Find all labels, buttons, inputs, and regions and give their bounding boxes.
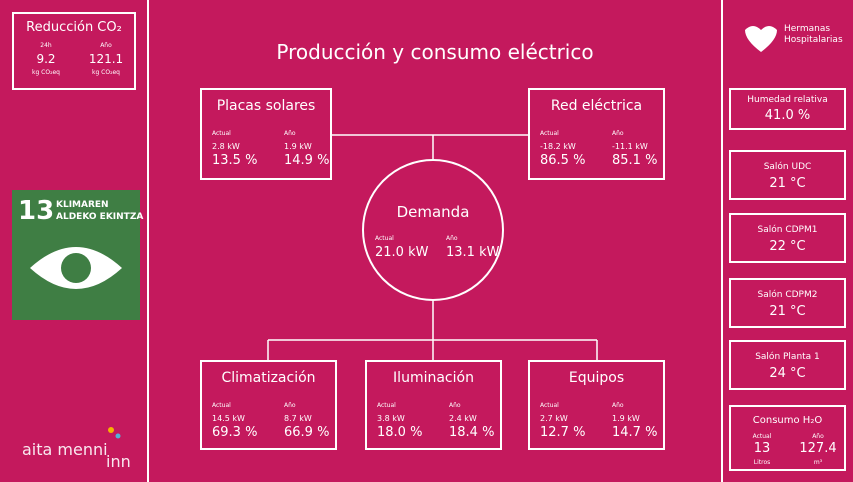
sensor-value: 21 °C: [769, 304, 806, 319]
node-label: Actual: [212, 130, 231, 137]
node-label: Año: [446, 235, 458, 242]
node-title: Red eléctrica: [550, 98, 643, 114]
co2-label: Año: [100, 42, 112, 49]
co2-title: Reducción CO₂: [26, 20, 122, 35]
sensor-box: Salón CDPM1 22 °C: [729, 213, 846, 263]
node-kw: 14.5 kW: [212, 414, 245, 423]
node-pct: 14.9 %: [284, 153, 330, 168]
co2-panel: Reducción CO₂ 24h 9.2 kg CO₂eq Año 121.1 kg CO…: [12, 12, 136, 90]
node-kw: 1.9 kW: [612, 414, 640, 423]
water-value: 127.4: [799, 441, 837, 456]
node-pct: 18.4 %: [449, 425, 495, 440]
node-pct: 86.5 %: [540, 153, 586, 168]
node-pct: 18.0 %: [377, 425, 423, 440]
co2-value: 9.2: [36, 52, 56, 66]
node-box: Climatización Actual Año 14.5 kW 8.7 kW 69.3 …: [200, 360, 337, 450]
node-label: Año: [284, 402, 296, 409]
divider: [147, 0, 149, 482]
node-title: Demanda: [396, 203, 470, 221]
sensor-label: Salón CDPM1: [757, 225, 818, 235]
logo-heart: [745, 26, 777, 52]
sdg-text: KLIMAREN: [56, 200, 109, 210]
node-title: Iluminación: [393, 370, 474, 386]
node-box: Equipos Actual Año 2.7 kW 1.9 kW 12.7 % 14.7 %: [528, 360, 665, 450]
sensor-box: Humedad relativa 41.0 %: [729, 88, 846, 130]
node-label: Actual: [375, 235, 394, 242]
sensor-label: Salón Planta 1: [755, 352, 820, 362]
node-kw: 3.8 kW: [377, 414, 405, 423]
node-kw: 13.1 kW: [446, 245, 500, 260]
node-pct: 66.9 %: [284, 425, 330, 440]
node-pct: 14.7 %: [612, 425, 658, 440]
co2-unit: kg CO₂eq: [91, 69, 120, 76]
node-label: Año: [612, 402, 624, 409]
node-kw: 21.0 kW: [375, 245, 429, 260]
logo-text: Hospitalarias: [784, 35, 843, 45]
node-label: Actual: [540, 130, 559, 137]
water-unit: Litros: [753, 459, 771, 466]
demand-circle: [362, 159, 504, 301]
node-title: Placas solares: [216, 98, 316, 114]
sensor-box: Salón UDC 21 °C: [729, 150, 846, 200]
logo-dot: [115, 433, 121, 439]
sdg-number: 13: [18, 196, 55, 226]
divider: [721, 0, 723, 482]
node-label: Actual: [212, 402, 231, 409]
water-label: Año: [812, 433, 824, 440]
node-title: Equipos: [568, 370, 625, 386]
page-title: Producción y consumo eléctrico: [276, 40, 594, 64]
node-kw: 2.4 kW: [449, 414, 477, 423]
logo-text: aita menni: [22, 440, 108, 459]
node-pct: 13.5 %: [212, 153, 258, 168]
node-box: Placas solares Actual Año 2.8 kW 1.9 kW 13.5 …: [200, 88, 332, 180]
node-kw: -18.2 kW: [540, 142, 576, 151]
node-pct: 12.7 %: [540, 425, 586, 440]
node-label: Año: [612, 130, 624, 137]
node-kw: 2.8 kW: [212, 142, 240, 151]
co2-value: 121.1: [88, 52, 124, 66]
water-label: Actual: [752, 433, 772, 440]
connector: [332, 134, 528, 160]
node-pct: 69.3 %: [212, 425, 258, 440]
node-kw: 8.7 kW: [284, 414, 312, 423]
node-kw: 2.7 kW: [540, 414, 568, 423]
node-kw: -11.1 kW: [612, 142, 648, 151]
connector: [267, 300, 598, 360]
node-pct: 85.1 %: [612, 153, 658, 168]
water-box: Consumo H₂O Actual 13 Litros Año 127.4 m³: [729, 405, 846, 471]
logo-text: Hermanas: [784, 24, 831, 34]
sensor-value: 41.0 %: [764, 108, 811, 123]
sensor-label: Salón UDC: [763, 162, 812, 172]
logo-dot: [108, 427, 114, 433]
sensor-value: 22 °C: [769, 239, 806, 254]
node-label: Año: [449, 402, 461, 409]
logo-text: inn: [106, 452, 131, 471]
sensor-label: Humedad relativa: [747, 95, 828, 105]
node-box: Red eléctrica Actual Año -18.2 kW -11.1 kW 86…: [528, 88, 665, 180]
node-label: Año: [284, 130, 296, 137]
sdg-globe: [61, 253, 91, 283]
water-value: 13: [753, 441, 771, 456]
node-box: Iluminación Actual Año 3.8 kW 2.4 kW 18.0 % 18…: [365, 360, 502, 450]
co2-unit: kg CO₂eq: [31, 69, 60, 76]
water-title: Consumo H₂O: [752, 415, 823, 426]
sensor-value: 24 °C: [769, 366, 806, 381]
node-title: Climatización: [221, 370, 316, 386]
sdg-text: ALDEKO EKINTZA: [56, 212, 144, 222]
co2-label: 24h: [40, 42, 52, 49]
sensor-box: Salón Planta 1 24 °C: [729, 340, 846, 390]
water-unit: m³: [813, 459, 823, 466]
node-kw: 1.9 kW: [284, 142, 312, 151]
sensor-value: 21 °C: [769, 176, 806, 191]
sensor-label: Salón CDPM2: [757, 290, 818, 300]
node-label: Actual: [540, 402, 559, 409]
node-label: Actual: [377, 402, 396, 409]
sensor-box: Salón CDPM2 21 °C: [729, 278, 846, 328]
